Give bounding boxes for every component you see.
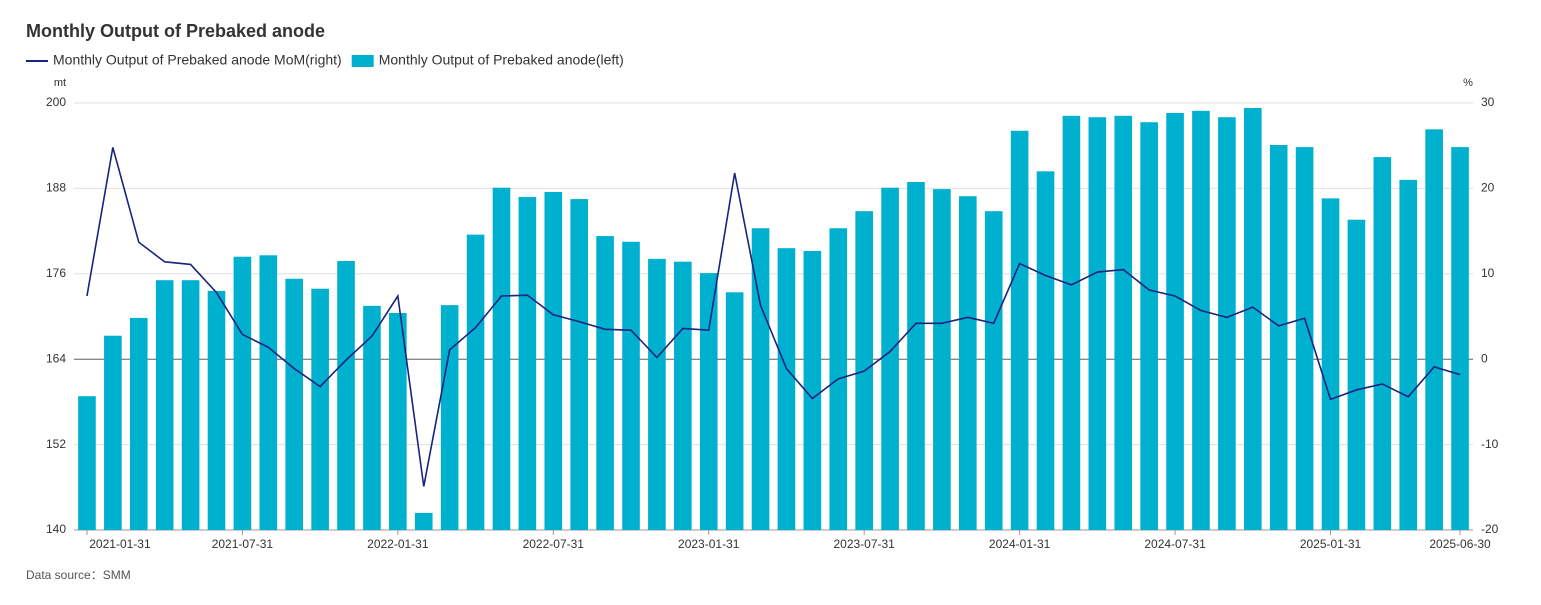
- y-tick-label: 176: [46, 266, 66, 280]
- line: [86, 147, 1461, 487]
- bar: [1062, 115, 1081, 530]
- bar: [1451, 147, 1469, 530]
- y2-tick-label: 20: [1481, 181, 1495, 195]
- bar: [389, 312, 407, 530]
- y-tick-label: 164: [46, 351, 66, 365]
- legend-swatch: [351, 55, 374, 67]
- bar: [104, 335, 122, 530]
- x-tick-label: 2021-07-31: [212, 537, 274, 551]
- bar: [958, 196, 977, 530]
- x-tick-label: 2024-07-31: [1144, 537, 1206, 551]
- x-tick-label: 2022-01-31: [367, 537, 429, 551]
- bar: [881, 187, 899, 530]
- bar: [1295, 147, 1314, 530]
- x-tick-label: 2025-06-30: [1429, 537, 1491, 551]
- y-tick-label: 152: [46, 437, 66, 451]
- bar: [207, 290, 226, 530]
- bar: [1088, 117, 1107, 530]
- x-tick-label: 2023-01-31: [678, 537, 740, 551]
- bar: [78, 396, 96, 530]
- bar: [181, 280, 200, 530]
- y2-tick-label: -10: [1481, 437, 1499, 451]
- bar: [1218, 117, 1236, 530]
- bar: [1425, 129, 1443, 530]
- bar: [518, 196, 537, 530]
- y2-tick-label: 0: [1481, 351, 1488, 365]
- bar: [440, 305, 459, 530]
- bar: [1036, 171, 1055, 530]
- bar: [751, 228, 770, 530]
- bar: [622, 241, 640, 530]
- bar: [1347, 219, 1366, 531]
- y-tick-label: 140: [46, 522, 66, 536]
- legend-label: Monthly Output of Prebaked anode(left): [379, 52, 624, 68]
- bar: [1114, 115, 1133, 530]
- y2-axis-unit: %: [1463, 77, 1473, 89]
- bar: [1140, 122, 1158, 530]
- bar: [674, 261, 692, 530]
- bar: [1243, 107, 1262, 531]
- legend-label: Monthly Output of Prebaked anode MoM(rig…: [53, 52, 342, 68]
- bar: [1269, 144, 1288, 530]
- bar: [777, 248, 796, 530]
- bar: [363, 305, 381, 530]
- bar: [1192, 110, 1210, 530]
- bar: [907, 181, 925, 530]
- bar: [466, 234, 485, 531]
- bar: [699, 273, 718, 530]
- y2-tick-label: -20: [1481, 522, 1499, 536]
- bar: [1010, 130, 1029, 530]
- bar: [1321, 198, 1340, 530]
- y-axis-unit: mt: [54, 77, 66, 89]
- source-note: Data source：SMM: [26, 568, 131, 582]
- chart-title: Monthly Output of Prebaked anode: [26, 21, 325, 41]
- x-tick-label: 2024-01-31: [989, 537, 1051, 551]
- bar: [803, 251, 822, 530]
- bar: [596, 236, 614, 530]
- bar: [414, 512, 433, 530]
- bar: [544, 191, 563, 531]
- bar: [984, 211, 1003, 530]
- y-tick-label: 200: [46, 95, 66, 109]
- bar: [129, 317, 148, 530]
- y2-tick-label: 30: [1481, 95, 1495, 109]
- bar: [648, 258, 666, 530]
- bar: [1373, 157, 1392, 530]
- bar: [233, 256, 252, 530]
- bar: [1166, 112, 1184, 531]
- x-tick-label: 2022-07-31: [523, 537, 585, 551]
- bar: [725, 292, 744, 530]
- bar: [155, 280, 174, 530]
- bar: [311, 288, 329, 530]
- y-tick-label: 188: [46, 181, 66, 195]
- bar: [570, 199, 589, 530]
- bar: [933, 189, 951, 530]
- x-tick-label: 2023-07-31: [833, 537, 895, 551]
- x-tick-label: 2025-01-31: [1300, 537, 1362, 551]
- bar: [337, 260, 355, 530]
- bar: [259, 255, 278, 530]
- y2-tick-label: 10: [1481, 266, 1495, 280]
- bar: [285, 278, 304, 530]
- bar: [1399, 179, 1418, 531]
- x-tick-label: 2021-01-31: [89, 537, 151, 551]
- bar: [492, 187, 511, 530]
